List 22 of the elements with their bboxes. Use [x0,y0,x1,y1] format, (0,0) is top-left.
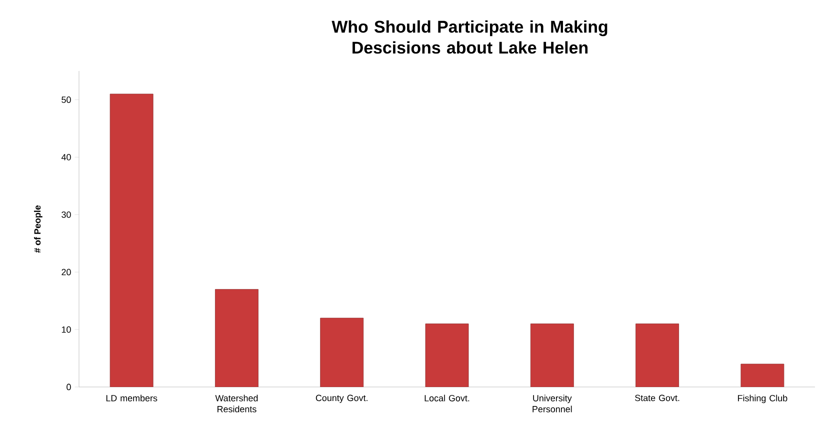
x-tick-label: State Govt. [635,394,680,402]
bar [425,324,469,387]
x-tick-label: LD members [106,394,158,402]
bar [320,318,364,387]
bar [740,364,784,387]
bar [530,324,574,387]
y-tick-label: 50 [62,96,71,103]
bar [636,324,679,387]
x-tick-label: University Personnel [532,394,572,412]
x-tick-label: County Govt. [316,394,368,403]
y-axis-title: # of People [34,205,42,253]
x-tick-label: Local Govt. [424,394,470,402]
y-tick-label: 10 [62,326,71,333]
x-tick-label: Watershed Residents [215,394,258,412]
y-tick-label: 30 [62,211,71,218]
y-tick-label: 20 [62,268,71,276]
y-tick-label: 0 [66,384,71,390]
chart-title: Who Should Participate in Making Descisions about Lake Helen [332,20,608,54]
bar [110,94,154,387]
x-tick-label: Fishing Club [738,394,788,404]
bar [215,289,258,387]
y-tick-label: 40 [61,154,71,160]
